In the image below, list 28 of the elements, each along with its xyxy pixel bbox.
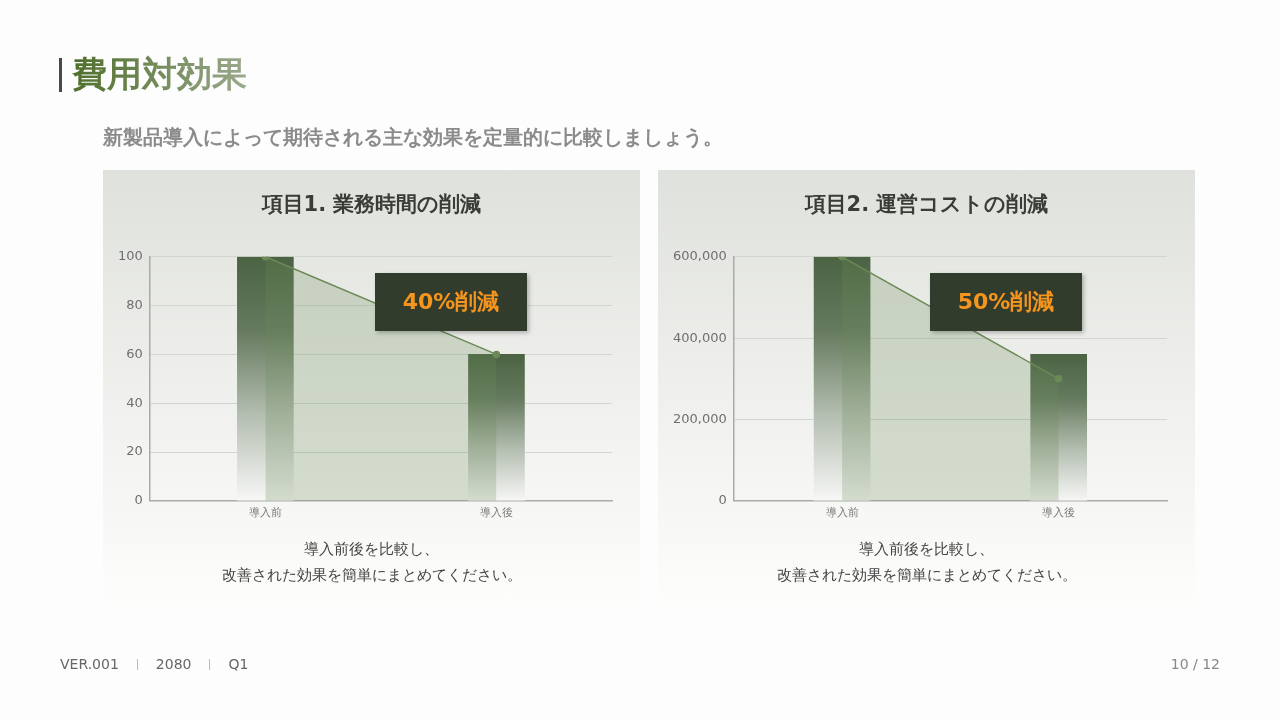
x-tick-label: 導入後 <box>479 506 513 520</box>
x-tick-label: 導入前 <box>248 506 282 520</box>
annotation: 50%削減 <box>957 288 1055 316</box>
y-tick-label: 400,000 <box>672 329 727 345</box>
chart-title: 項目1. 業務時間の削減 <box>260 191 483 218</box>
annotation: 40%削減 <box>402 288 500 316</box>
text: 2080 <box>155 656 192 672</box>
y-tick-label: 80 <box>126 296 143 312</box>
y-tick-label: 60 <box>126 345 143 361</box>
y-tick-label: 600,000 <box>672 248 727 264</box>
y-tick-label: 200,000 <box>672 410 727 426</box>
chart-title: 項目2. 運営コストの削減 <box>803 191 1050 218</box>
y-tick-label: 100 <box>117 248 143 264</box>
text: 10 / 12 <box>1170 656 1220 672</box>
x-tick-label: 導入後 <box>1042 506 1076 520</box>
y-tick-label: 20 <box>126 443 143 459</box>
text: 改善された効果を簡単にまとめてください。 <box>221 565 522 586</box>
text: 導入前後を比較し、 <box>859 539 994 560</box>
text: Q1 <box>228 656 249 672</box>
text: VER.001 <box>60 656 119 672</box>
text: 導入前後を比較し、 <box>304 539 439 560</box>
text: 改善された効果を簡単にまとめてください。 <box>776 565 1077 586</box>
text: 新製品導入によって期待される主な効果を定量的に比較しましょう。 <box>103 124 723 151</box>
y-tick-label: 0 <box>134 492 143 508</box>
y-tick-label: 0 <box>718 492 727 508</box>
text: 費用対効果 <box>72 50 247 98</box>
x-tick-label: 導入前 <box>825 506 859 520</box>
y-tick-label: 40 <box>126 394 143 410</box>
